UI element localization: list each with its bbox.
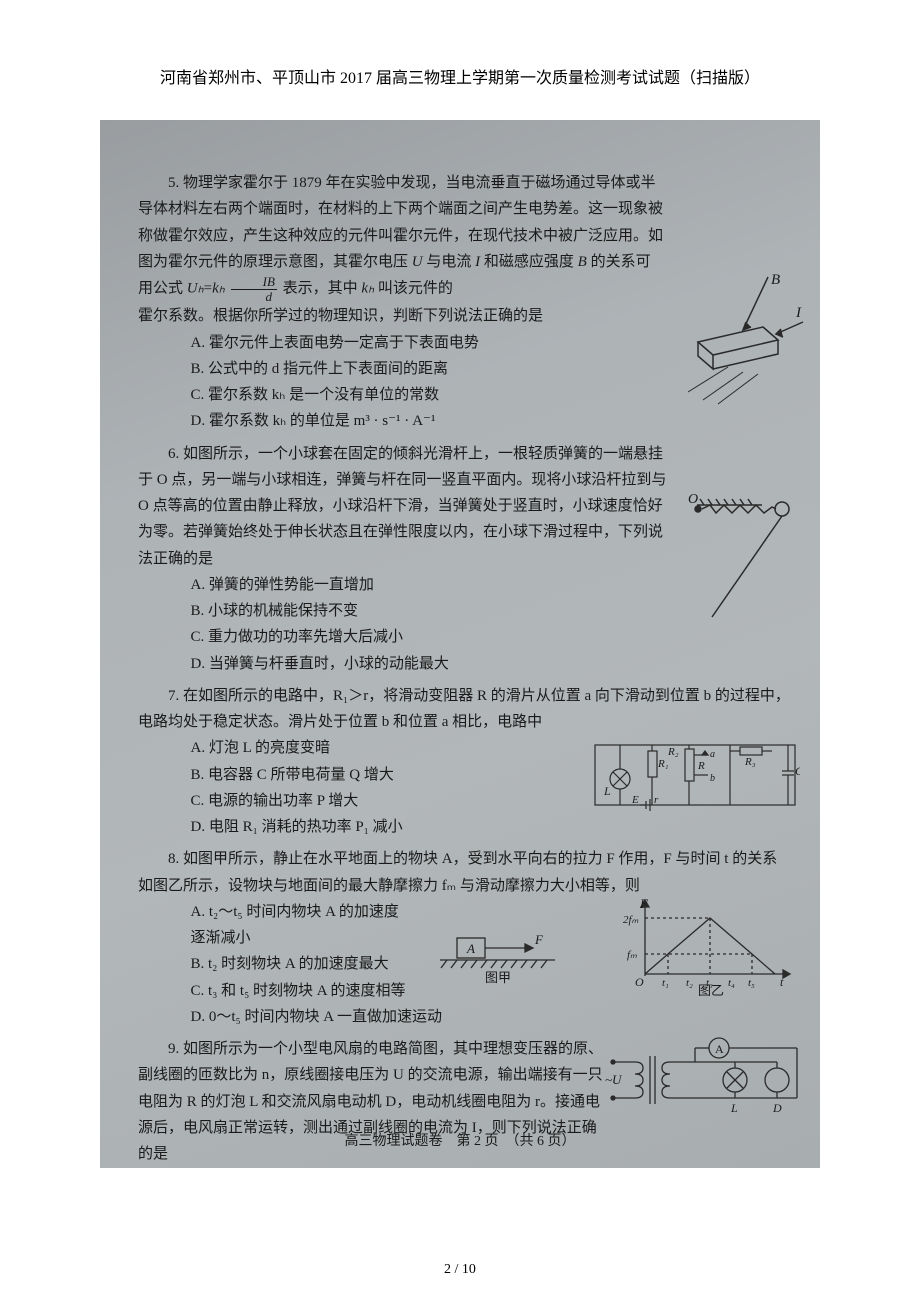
q5-B-label: B [771, 272, 780, 288]
q5-B: B [578, 254, 587, 270]
q8-figure-2: F 2fₘ fₘ O t₁ t₂ t₃ t₄ t₅ t 图乙 [620, 896, 795, 996]
q8-cap2: 图乙 [698, 983, 724, 996]
q5-kH: kₕ [212, 281, 225, 297]
q8-stem: 8. 如图甲所示，静止在水平地面上的物块 A，受到水平向右的拉力 F 作用，F … [138, 846, 790, 899]
q8-t4: t₄ [728, 977, 735, 989]
q5-t2: 与电流 [423, 254, 476, 270]
q5-frac-num: IB [231, 275, 277, 290]
q6-opt-C: C. 重力做功的功率先增大后减小 [138, 624, 675, 650]
q7-b: b [710, 773, 715, 784]
q7-R1: R₁ [657, 758, 669, 770]
q7-figure: L R₁ R₂ R a b R₃ C E r [590, 739, 800, 817]
q9-D: D [772, 1101, 782, 1115]
q6-stem: 6. 如图所示，一个小球套在固定的倾斜光滑杆上，一根轻质弹簧的一端悬挂于 O 点… [138, 441, 675, 572]
q6-O-label: O [688, 492, 698, 507]
q8-t5: t₅ [748, 977, 755, 989]
q6-opt-A: A. 弹簧的弹性势能一直增加 [138, 572, 675, 598]
q5-opt-D: D. 霍尔系数 kₕ 的单位是 m³ · s⁻¹ · A⁻¹ [138, 408, 665, 434]
q5-kH2: kₕ [361, 281, 374, 297]
q6-opt-D: D. 当弹簧与杆垂直时，小球的动能最大 [138, 651, 675, 677]
q8-F-label: F [534, 932, 544, 947]
q8-cap1: 图甲 [485, 970, 511, 985]
q5-opt-B: B. 公式中的 d 指元件上下表面间的距离 [138, 356, 665, 382]
q7-E: E [631, 794, 639, 806]
q5-figure: B I [668, 272, 808, 412]
q8-O: O [635, 975, 644, 989]
q5-t5: 表示，其中 [279, 281, 362, 297]
q5-eq: = [204, 281, 212, 297]
q8-t1: t₁ [662, 977, 669, 989]
q9-A: A [715, 1042, 724, 1056]
q7-opt-D: D. 电阻 R₁ 消耗的热功率 P₁ 减小 [138, 814, 790, 840]
q7-stem: 7. 在如图所示的电路中，R₁＞r，将滑动变阻器 R 的滑片从位置 a 向下滑动… [138, 683, 790, 736]
q6-opt-B: B. 小球的机械能保持不变 [138, 598, 675, 624]
q5-stem2: 霍尔系数。根据你所学过的物理知识，判断下列说法正确的是 [138, 303, 665, 329]
q8-figure-1: A F 图甲 [435, 928, 565, 988]
q5-opt-C: C. 霍尔系数 kₕ 是一个没有单位的常数 [138, 382, 665, 408]
question-5: B I 5. 物理学家霍尔于 1879 年在实验中发现，当电流垂直于磁场通过导体… [138, 170, 790, 435]
q7-R2: R₂ [667, 746, 679, 758]
q5-UH: Uₕ [187, 281, 204, 297]
q9-U: ~U [605, 1072, 623, 1087]
q8-fm: fₘ [627, 949, 637, 961]
q5-frac-den: d [231, 290, 277, 304]
q5-frac: IBd [231, 275, 277, 303]
q9-L: L [730, 1101, 738, 1115]
question-6: O 6. 如图所示，一个小球套在固定的倾斜光滑杆上，一根轻质弹簧的一端悬挂于 O… [138, 441, 790, 677]
q7-L: L [603, 784, 611, 798]
q7-C: C [795, 764, 800, 778]
q7-R3: R₃ [744, 756, 756, 768]
q5-t3: 和磁感应强度 [480, 254, 578, 270]
q6-figure: O [682, 489, 802, 619]
q5-stem: 5. 物理学家霍尔于 1879 年在实验中发现，当电流垂直于磁场通过导体或半导体… [138, 170, 665, 303]
q5-t6: 叫该元件的 [374, 281, 453, 297]
question-7: L R₁ R₂ R a b R₃ C E r 7. 在如图所示的电路中，R₁＞r… [138, 683, 790, 841]
q5-U: U [412, 254, 423, 270]
scan-page: B I 5. 物理学家霍尔于 1879 年在实验中发现，当电流垂直于磁场通过导体… [100, 120, 820, 1168]
page-title: 河南省郑州市、平顶山市 2017 届高三物理上学期第一次质量检测考试试题（扫描版… [0, 0, 920, 88]
q8-t2: t₂ [686, 977, 693, 989]
q7-r: r [654, 794, 659, 806]
q5-opt-A: A. 霍尔元件上表面电势一定高于下表面电势 [138, 330, 665, 356]
q8-A-label: A [466, 941, 475, 956]
q7-R: R [697, 760, 705, 772]
page-number: 2 / 10 [0, 1262, 920, 1278]
q9-figure: ~U A L D [605, 1034, 805, 1124]
q7-a: a [710, 749, 715, 760]
scan-footer: 高三物理试题卷 第 2 页 （共 6 页） [100, 1130, 820, 1155]
q8-opt-D: D. 0～t₅ 时间内物块 A 一直做加速运动 [138, 1004, 790, 1030]
q8-2fm: 2fₘ [623, 914, 639, 926]
q8-F2: F [639, 896, 649, 911]
question-8: A F 图甲 F 2fₘ [138, 846, 790, 1030]
q5-I-label: I [795, 305, 802, 321]
